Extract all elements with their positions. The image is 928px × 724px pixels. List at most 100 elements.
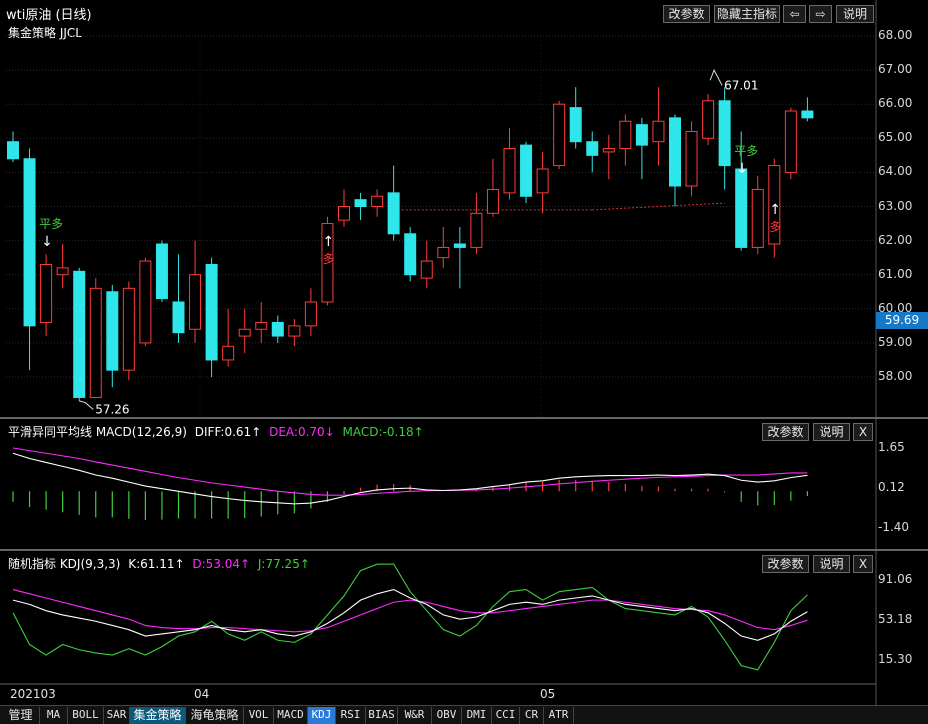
high-price-label: 67.01 — [724, 78, 758, 92]
candle-body — [122, 287, 135, 371]
candle-body — [321, 223, 334, 303]
x-label-04: 04 — [194, 687, 210, 701]
next-arrow-icon[interactable]: ⇨ — [809, 5, 832, 23]
candle-body — [586, 141, 599, 156]
price-tick-label: 62.00 — [878, 232, 913, 247]
x-label-05: 05 — [540, 687, 556, 701]
kdj-name: 随机指标 KDJ(9,3,3) — [8, 557, 121, 571]
macd-legend: 平滑异同平均线 MACD(12,26,9) DIFF:0.61↑ DEA:0.7… — [8, 423, 424, 440]
kdj-j-value: J:77.25↑ — [257, 557, 310, 571]
price-tick-label: 60.00 — [878, 300, 913, 315]
last-price-badge: 59.69 — [876, 312, 928, 329]
candle-body — [354, 199, 367, 207]
tab-dmi[interactable]: DMI — [462, 707, 492, 724]
macd-edit-params-button[interactable]: 改参数 — [762, 423, 809, 441]
macd-help-button[interactable]: 说明 — [813, 423, 850, 441]
candle-body — [304, 301, 317, 327]
candle-body — [702, 100, 715, 139]
low-marker — [79, 400, 94, 410]
signal-long-label: 多 — [769, 220, 781, 234]
kdj-d-line — [12, 589, 808, 633]
candle-body — [238, 328, 251, 337]
tab-rsi[interactable]: RSI — [336, 707, 366, 724]
tab-ma[interactable]: MA — [40, 707, 68, 724]
kdj-tick-label: 91.06 — [878, 572, 913, 586]
candle-body — [387, 192, 400, 235]
kdj-edit-params-button[interactable]: 改参数 — [762, 555, 809, 573]
price-tick-label: 65.00 — [878, 130, 913, 145]
tab-wr[interactable]: W&R — [398, 707, 432, 724]
candle-body — [288, 325, 301, 337]
tab-jjcl-strategy[interactable]: 集金策略 — [130, 707, 186, 724]
kdj-tick-label: 15.30 — [878, 652, 913, 666]
candle-body — [271, 321, 284, 337]
tab-boll[interactable]: BOLL — [68, 707, 104, 724]
price-tick-label: 66.00 — [878, 96, 913, 111]
candle-body — [40, 263, 53, 323]
edit-params-button[interactable]: 改参数 — [663, 5, 710, 23]
candle-body — [486, 188, 499, 214]
candle-body — [453, 243, 466, 248]
signal-arrow-up-icon: ↑ — [322, 234, 334, 250]
tab-kdj[interactable]: KDJ — [308, 707, 336, 724]
tab-bias[interactable]: BIAS — [366, 707, 398, 724]
tab-atr[interactable]: ATR — [544, 707, 574, 724]
macd-dea-value: DEA:0.70↓ — [269, 425, 335, 439]
hide-main-indicator-button[interactable]: 隐藏主指标 — [714, 5, 780, 23]
price-tick-label: 63.00 — [878, 198, 913, 213]
kdj-close-icon[interactable]: X — [853, 555, 873, 573]
candle-body — [139, 260, 152, 344]
candle-body — [189, 274, 202, 330]
instrument-title: wti原油 (日线) — [6, 8, 92, 23]
prev-arrow-icon[interactable]: ⇦ — [783, 5, 806, 23]
macd-tick-label: 0.12 — [878, 480, 905, 495]
kdj-d-value: D:53.04↑ — [192, 557, 251, 571]
macd-tick-label: 1.65 — [878, 440, 905, 454]
macd-close-icon[interactable]: X — [853, 423, 873, 441]
candle-body — [172, 301, 185, 334]
tab-vol[interactable]: VOL — [244, 707, 274, 724]
kdj-j-line — [12, 563, 808, 671]
signal-arrow-down-icon: ↓ — [736, 161, 748, 177]
help-button[interactable]: 说明 — [836, 5, 874, 23]
signal-arrow-up-icon: ↑ — [769, 202, 781, 218]
candle-body — [751, 188, 764, 248]
tab-turtle-strategy[interactable]: 海龟策略 — [186, 707, 244, 724]
candle-body — [652, 120, 665, 143]
kdj-legend: 随机指标 KDJ(9,3,3) K:61.11↑ D:53.04↑ J:77.2… — [8, 555, 310, 572]
macd-dea-line — [12, 447, 808, 496]
kdj-k-value: K:61.11↑ — [128, 557, 185, 571]
kdj-tick-label: 53.18 — [878, 612, 913, 626]
candle-body — [718, 100, 731, 167]
candle-body — [470, 212, 483, 248]
candle-body — [404, 233, 417, 276]
candle-body — [73, 270, 86, 398]
tab-obv[interactable]: OBV — [432, 707, 462, 724]
price-tick-label: 58.00 — [878, 369, 913, 383]
candle-body — [553, 103, 566, 167]
macd-diff-line — [12, 452, 808, 505]
candle-body — [89, 287, 102, 398]
indicator-tab-bar: 管理 MA BOLL SAR 集金策略 海龟策略 VOL MACD KDJ RSI BIAS W&R O… — [0, 705, 928, 724]
signal-long-label: 多 — [322, 252, 334, 266]
candle-body — [106, 291, 119, 371]
candle-body — [23, 158, 36, 327]
tab-manage[interactable]: 管理 — [2, 707, 40, 724]
signal-close-long-label: 平多 — [39, 217, 63, 231]
tab-macd[interactable]: MACD — [274, 707, 308, 724]
candle-body — [56, 267, 69, 276]
candle-body — [371, 195, 384, 208]
candle-body — [619, 120, 632, 150]
candle-body — [735, 168, 748, 248]
tab-cr[interactable]: CR — [520, 707, 544, 724]
x-label-202103: 202103 — [10, 687, 56, 701]
kdj-help-button[interactable]: 说明 — [813, 555, 850, 573]
tab-sar[interactable]: SAR — [104, 707, 130, 724]
candle-body — [635, 124, 648, 146]
macd-tick-label: -1.40 — [878, 520, 910, 534]
candle-body — [205, 263, 218, 361]
tab-cci[interactable]: CCI — [492, 707, 520, 724]
price-tick-label: 68.00 — [878, 28, 913, 42]
candle-body — [520, 144, 533, 197]
